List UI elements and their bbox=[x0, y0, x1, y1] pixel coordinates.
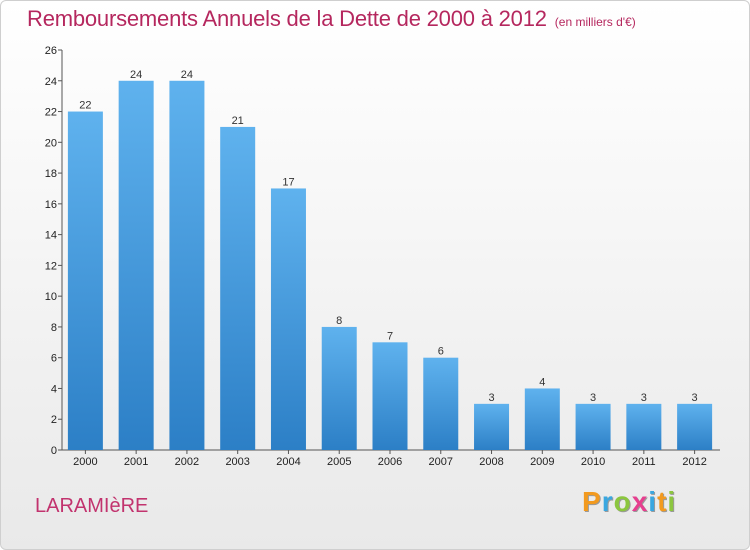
y-tick-label: 14 bbox=[45, 230, 57, 242]
bar-value-label: 7 bbox=[387, 330, 393, 342]
bar bbox=[321, 326, 357, 450]
y-tick-label: 24 bbox=[45, 76, 57, 88]
x-tick-label: 2012 bbox=[682, 456, 706, 468]
chart-subtitle: (en milliers d'€) bbox=[554, 15, 636, 29]
proxiti-logo: Proxiti bbox=[582, 486, 676, 518]
bar-value-label: 24 bbox=[130, 69, 142, 81]
y-tick-label: 2 bbox=[51, 414, 57, 426]
bar-value-label: 6 bbox=[438, 346, 444, 358]
bar-value-label: 17 bbox=[282, 176, 294, 188]
bar-value-label: 21 bbox=[232, 115, 244, 127]
proxiti-logo-letter: r bbox=[601, 486, 614, 517]
x-tick-label: 2007 bbox=[429, 456, 453, 468]
bar-value-label: 3 bbox=[590, 392, 596, 404]
y-tick-label: 12 bbox=[45, 260, 57, 272]
bar bbox=[677, 403, 713, 450]
y-tick-label: 16 bbox=[45, 199, 57, 211]
x-tick-label: 2011 bbox=[632, 456, 656, 468]
y-tick-label: 8 bbox=[51, 322, 57, 334]
x-tick-label: 2009 bbox=[530, 456, 554, 468]
bar bbox=[372, 342, 408, 450]
bar-value-label: 24 bbox=[181, 69, 193, 81]
y-tick-label: 6 bbox=[51, 353, 57, 365]
bar-value-label: 3 bbox=[488, 392, 494, 404]
bar bbox=[575, 403, 611, 450]
y-tick-label: 0 bbox=[51, 445, 57, 457]
bar-value-label: 3 bbox=[641, 392, 647, 404]
bar bbox=[169, 80, 205, 451]
x-tick-label: 2003 bbox=[225, 456, 249, 468]
proxiti-logo-letter: x bbox=[631, 486, 649, 517]
commune-name: LARAMIèRE bbox=[35, 495, 149, 517]
chart-title-text: Remboursements Annuels de la Dette de 20… bbox=[27, 6, 547, 31]
bar bbox=[220, 126, 256, 450]
chart-bars bbox=[67, 80, 713, 451]
bar-value-label: 3 bbox=[692, 392, 698, 404]
bar bbox=[67, 111, 103, 451]
y-tick-label: 20 bbox=[45, 137, 57, 149]
x-tick-label: 2002 bbox=[175, 456, 199, 468]
x-tick-label: 2006 bbox=[378, 456, 402, 468]
y-tick-label: 26 bbox=[45, 45, 57, 57]
y-tick-label: 4 bbox=[51, 383, 57, 395]
bar bbox=[270, 188, 306, 450]
chart-labels: 2000 22 2001 24 2002 24 2003 21 2004 17 2005 8 2006 7… bbox=[73, 69, 707, 468]
bar-value-label: 8 bbox=[336, 315, 342, 327]
bar bbox=[524, 388, 560, 450]
bar bbox=[474, 403, 510, 450]
proxiti-logo-letter: P bbox=[582, 486, 602, 517]
x-tick-label: 2001 bbox=[124, 456, 148, 468]
x-tick-label: 2010 bbox=[581, 456, 605, 468]
x-tick-label: 2004 bbox=[276, 456, 300, 468]
bar bbox=[423, 357, 459, 450]
y-tick-label: 18 bbox=[45, 168, 57, 180]
bar bbox=[626, 403, 662, 450]
chart-title: Remboursements Annuels de la Dette de 20… bbox=[27, 6, 636, 32]
x-tick-label: 2000 bbox=[73, 456, 97, 468]
bar-value-label: 22 bbox=[79, 100, 91, 112]
proxiti-logo-letter: t bbox=[657, 486, 668, 517]
bar bbox=[118, 80, 154, 451]
y-tick-label: 22 bbox=[45, 107, 57, 119]
x-tick-label: 2005 bbox=[327, 456, 351, 468]
y-tick-label: 10 bbox=[45, 291, 57, 303]
proxiti-logo-letter: i bbox=[648, 486, 658, 517]
bar-value-label: 4 bbox=[539, 376, 545, 388]
x-tick-label: 2008 bbox=[479, 456, 503, 468]
proxiti-logo-letter: i bbox=[667, 486, 677, 517]
proxiti-logo-letter: o bbox=[613, 486, 632, 517]
